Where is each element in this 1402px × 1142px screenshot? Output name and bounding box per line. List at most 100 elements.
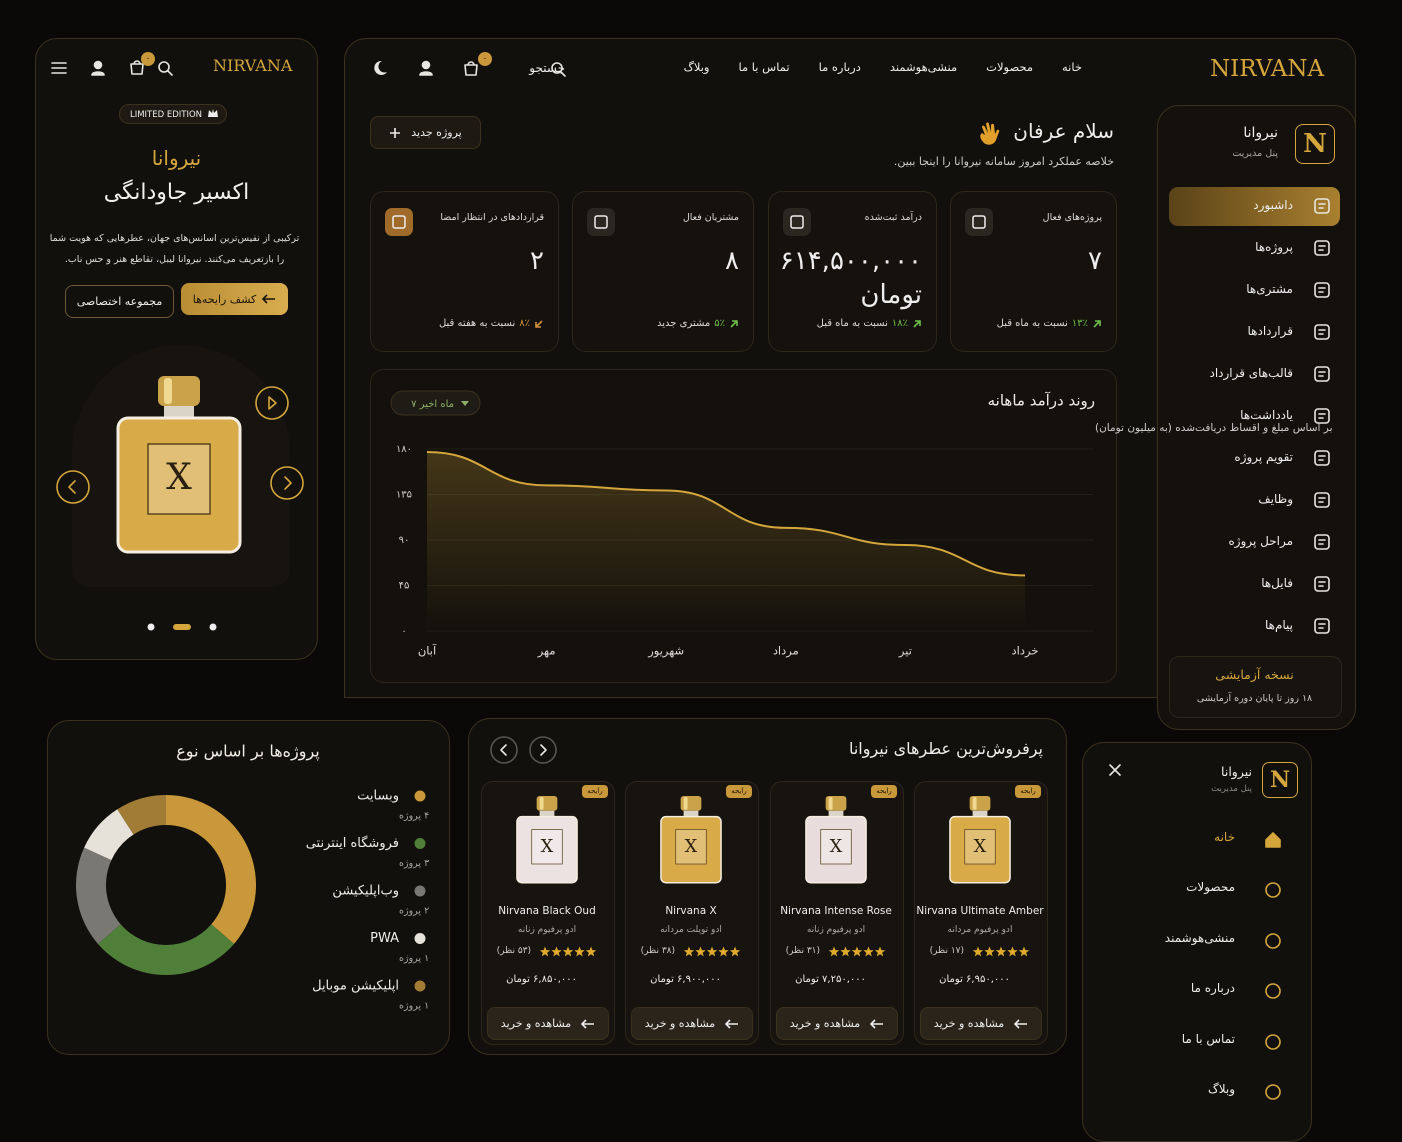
sidebar-item[interactable]: پروژه‌ها bbox=[1255, 240, 1293, 254]
donut-segment bbox=[166, 795, 257, 944]
menu-item[interactable]: درباره ما bbox=[1190, 981, 1235, 996]
menu-item[interactable]: محصولات bbox=[1186, 880, 1235, 895]
sidebar-item[interactable]: قراردادها bbox=[1247, 324, 1294, 338]
sidebar-item[interactable]: مراحل پروژه bbox=[1228, 534, 1293, 548]
icon-line bbox=[1318, 371, 1326, 377]
next-button[interactable] bbox=[269, 465, 305, 501]
sidebar-item[interactable]: تقویم پروژه bbox=[1234, 450, 1293, 464]
wave-icon bbox=[980, 122, 1000, 145]
donut-segment bbox=[97, 924, 235, 976]
secondary-button[interactable]: مجموعه اختصاصی bbox=[65, 285, 174, 318]
product-price: ۶,۹۰۰,۰۰۰ تومان bbox=[650, 974, 721, 985]
cart-icon[interactable] bbox=[462, 59, 480, 77]
bottle-label: X bbox=[166, 457, 192, 498]
stat-value: ۷ bbox=[1088, 246, 1102, 276]
menu-item[interactable]: خانه bbox=[1214, 830, 1235, 844]
bottle-label-box bbox=[675, 829, 707, 865]
icon-line bbox=[1318, 287, 1326, 293]
bottle-neck bbox=[683, 810, 699, 818]
icon-shape bbox=[1265, 882, 1281, 899]
nav-link[interactable]: محصولات bbox=[986, 60, 1034, 74]
buy-label: مشاهده و خرید bbox=[500, 1017, 572, 1030]
y-tick-label: ۰ bbox=[401, 626, 406, 637]
search-icon[interactable] bbox=[549, 60, 567, 78]
sidebar-item[interactable]: پیام‌ها bbox=[1264, 618, 1293, 632]
bottle-label-box bbox=[820, 829, 852, 865]
filter-pill[interactable] bbox=[390, 390, 481, 416]
nav-link[interactable]: تماس با ما bbox=[738, 60, 790, 74]
user-icon[interactable] bbox=[417, 59, 435, 77]
nav: خانه محصولات منشی‌هوشمند درباره ما تماس با م… bbox=[684, 60, 1082, 74]
sidebar-item[interactable]: یادداشت‌ها bbox=[1240, 408, 1293, 422]
star bbox=[695, 946, 706, 957]
icon-shape bbox=[1265, 832, 1281, 848]
new-project-button[interactable]: پروژه جدید bbox=[370, 116, 481, 149]
bottle-label: X bbox=[685, 837, 698, 857]
menu-icon bbox=[1265, 1033, 1281, 1050]
user-icon[interactable] bbox=[89, 59, 107, 77]
trend-note: نسبت به هفته قبل bbox=[438, 318, 516, 329]
y-tick-label: ۹۰ bbox=[399, 535, 410, 546]
sidebar-icon bbox=[1314, 198, 1330, 214]
sidebar-icon bbox=[1314, 492, 1330, 508]
trend-arrow bbox=[535, 319, 543, 328]
nav-link[interactable]: درباره ما bbox=[818, 60, 861, 74]
stat-icon bbox=[783, 208, 811, 236]
close-button[interactable] bbox=[1107, 762, 1123, 778]
stat-card: قراردادهای در انتظار امضا ۲ ۸٪ نسبت به هفته… bbox=[370, 191, 559, 352]
bottle-label: X bbox=[541, 837, 554, 857]
bottle: X bbox=[116, 376, 242, 554]
sidebar-item[interactable]: داشبورد bbox=[1253, 198, 1293, 212]
cart-badge: ۰ bbox=[478, 52, 492, 66]
nav-link[interactable]: خانه bbox=[1062, 60, 1082, 74]
star bbox=[1007, 946, 1018, 957]
y-tick-label: ۴۵ bbox=[399, 581, 410, 592]
x-tick-label: خرداد bbox=[1012, 644, 1039, 659]
legend-dot bbox=[414, 790, 426, 802]
star bbox=[972, 946, 984, 957]
menu-item[interactable]: منشی‌هوشمند bbox=[1164, 930, 1235, 945]
nav-link[interactable]: وبلاگ bbox=[683, 60, 710, 74]
product-price: ۷,۲۵۰,۰۰۰ تومان bbox=[795, 974, 866, 985]
search-icon[interactable] bbox=[156, 59, 174, 77]
trend-change: ۸٪ bbox=[519, 318, 530, 329]
products-next[interactable] bbox=[528, 735, 558, 765]
hero-bottle: X bbox=[116, 376, 242, 554]
icon-shape bbox=[1314, 198, 1330, 214]
limited-badge: LIMITED EDITION bbox=[119, 104, 227, 124]
theme-toggle[interactable] bbox=[371, 59, 389, 77]
trend-arrow bbox=[913, 319, 921, 328]
sidebar-item[interactable]: قالب‌های قرارداد bbox=[1209, 366, 1293, 380]
product-tag: رایحه bbox=[582, 785, 608, 798]
sidebar-icon bbox=[1314, 618, 1330, 634]
products-prev[interactable] bbox=[489, 735, 519, 765]
sidebar-item[interactable]: وظایف bbox=[1258, 492, 1293, 506]
products-title: پرفروش‌ترین عطرهای نیروانا bbox=[848, 739, 1043, 758]
buy-button[interactable]: مشاهده و خرید bbox=[776, 1007, 898, 1040]
menu-item[interactable]: تماس با ما bbox=[1181, 1031, 1235, 1046]
icon-shape bbox=[972, 215, 986, 229]
menu-icon[interactable] bbox=[50, 60, 68, 76]
star bbox=[683, 946, 695, 957]
legend-label: اپلیکیشن موبایل bbox=[312, 979, 399, 994]
carousel-dots[interactable] bbox=[140, 620, 224, 634]
sidebar-item[interactable]: فایل‌ها bbox=[1261, 576, 1293, 590]
nav-link[interactable]: منشی‌هوشمند bbox=[889, 60, 958, 74]
search-label[interactable]: جستجو bbox=[529, 61, 565, 75]
play-button[interactable] bbox=[254, 385, 290, 421]
product-reviews: (۳۸ نظر) bbox=[640, 946, 675, 956]
primary-button[interactable]: کشف رایحه‌ها bbox=[181, 283, 288, 315]
sidebar-brand: نیروانا bbox=[1243, 125, 1278, 141]
prev-button[interactable] bbox=[55, 469, 91, 505]
icon-shape bbox=[1265, 983, 1281, 999]
sidebar-item[interactable]: مشتری‌ها bbox=[1246, 282, 1293, 296]
buy-button[interactable]: مشاهده و خرید bbox=[487, 1007, 609, 1040]
product-tag: رایحه bbox=[871, 785, 897, 798]
product-card bbox=[770, 781, 904, 1045]
buy-button[interactable]: مشاهده و خرید bbox=[920, 1007, 1042, 1040]
menu-item[interactable]: وبلاگ bbox=[1207, 1082, 1235, 1096]
star bbox=[706, 946, 718, 957]
cart-icon[interactable] bbox=[128, 58, 146, 76]
bottle-cap-shine bbox=[972, 796, 977, 810]
buy-button[interactable]: مشاهده و خرید bbox=[631, 1007, 753, 1040]
